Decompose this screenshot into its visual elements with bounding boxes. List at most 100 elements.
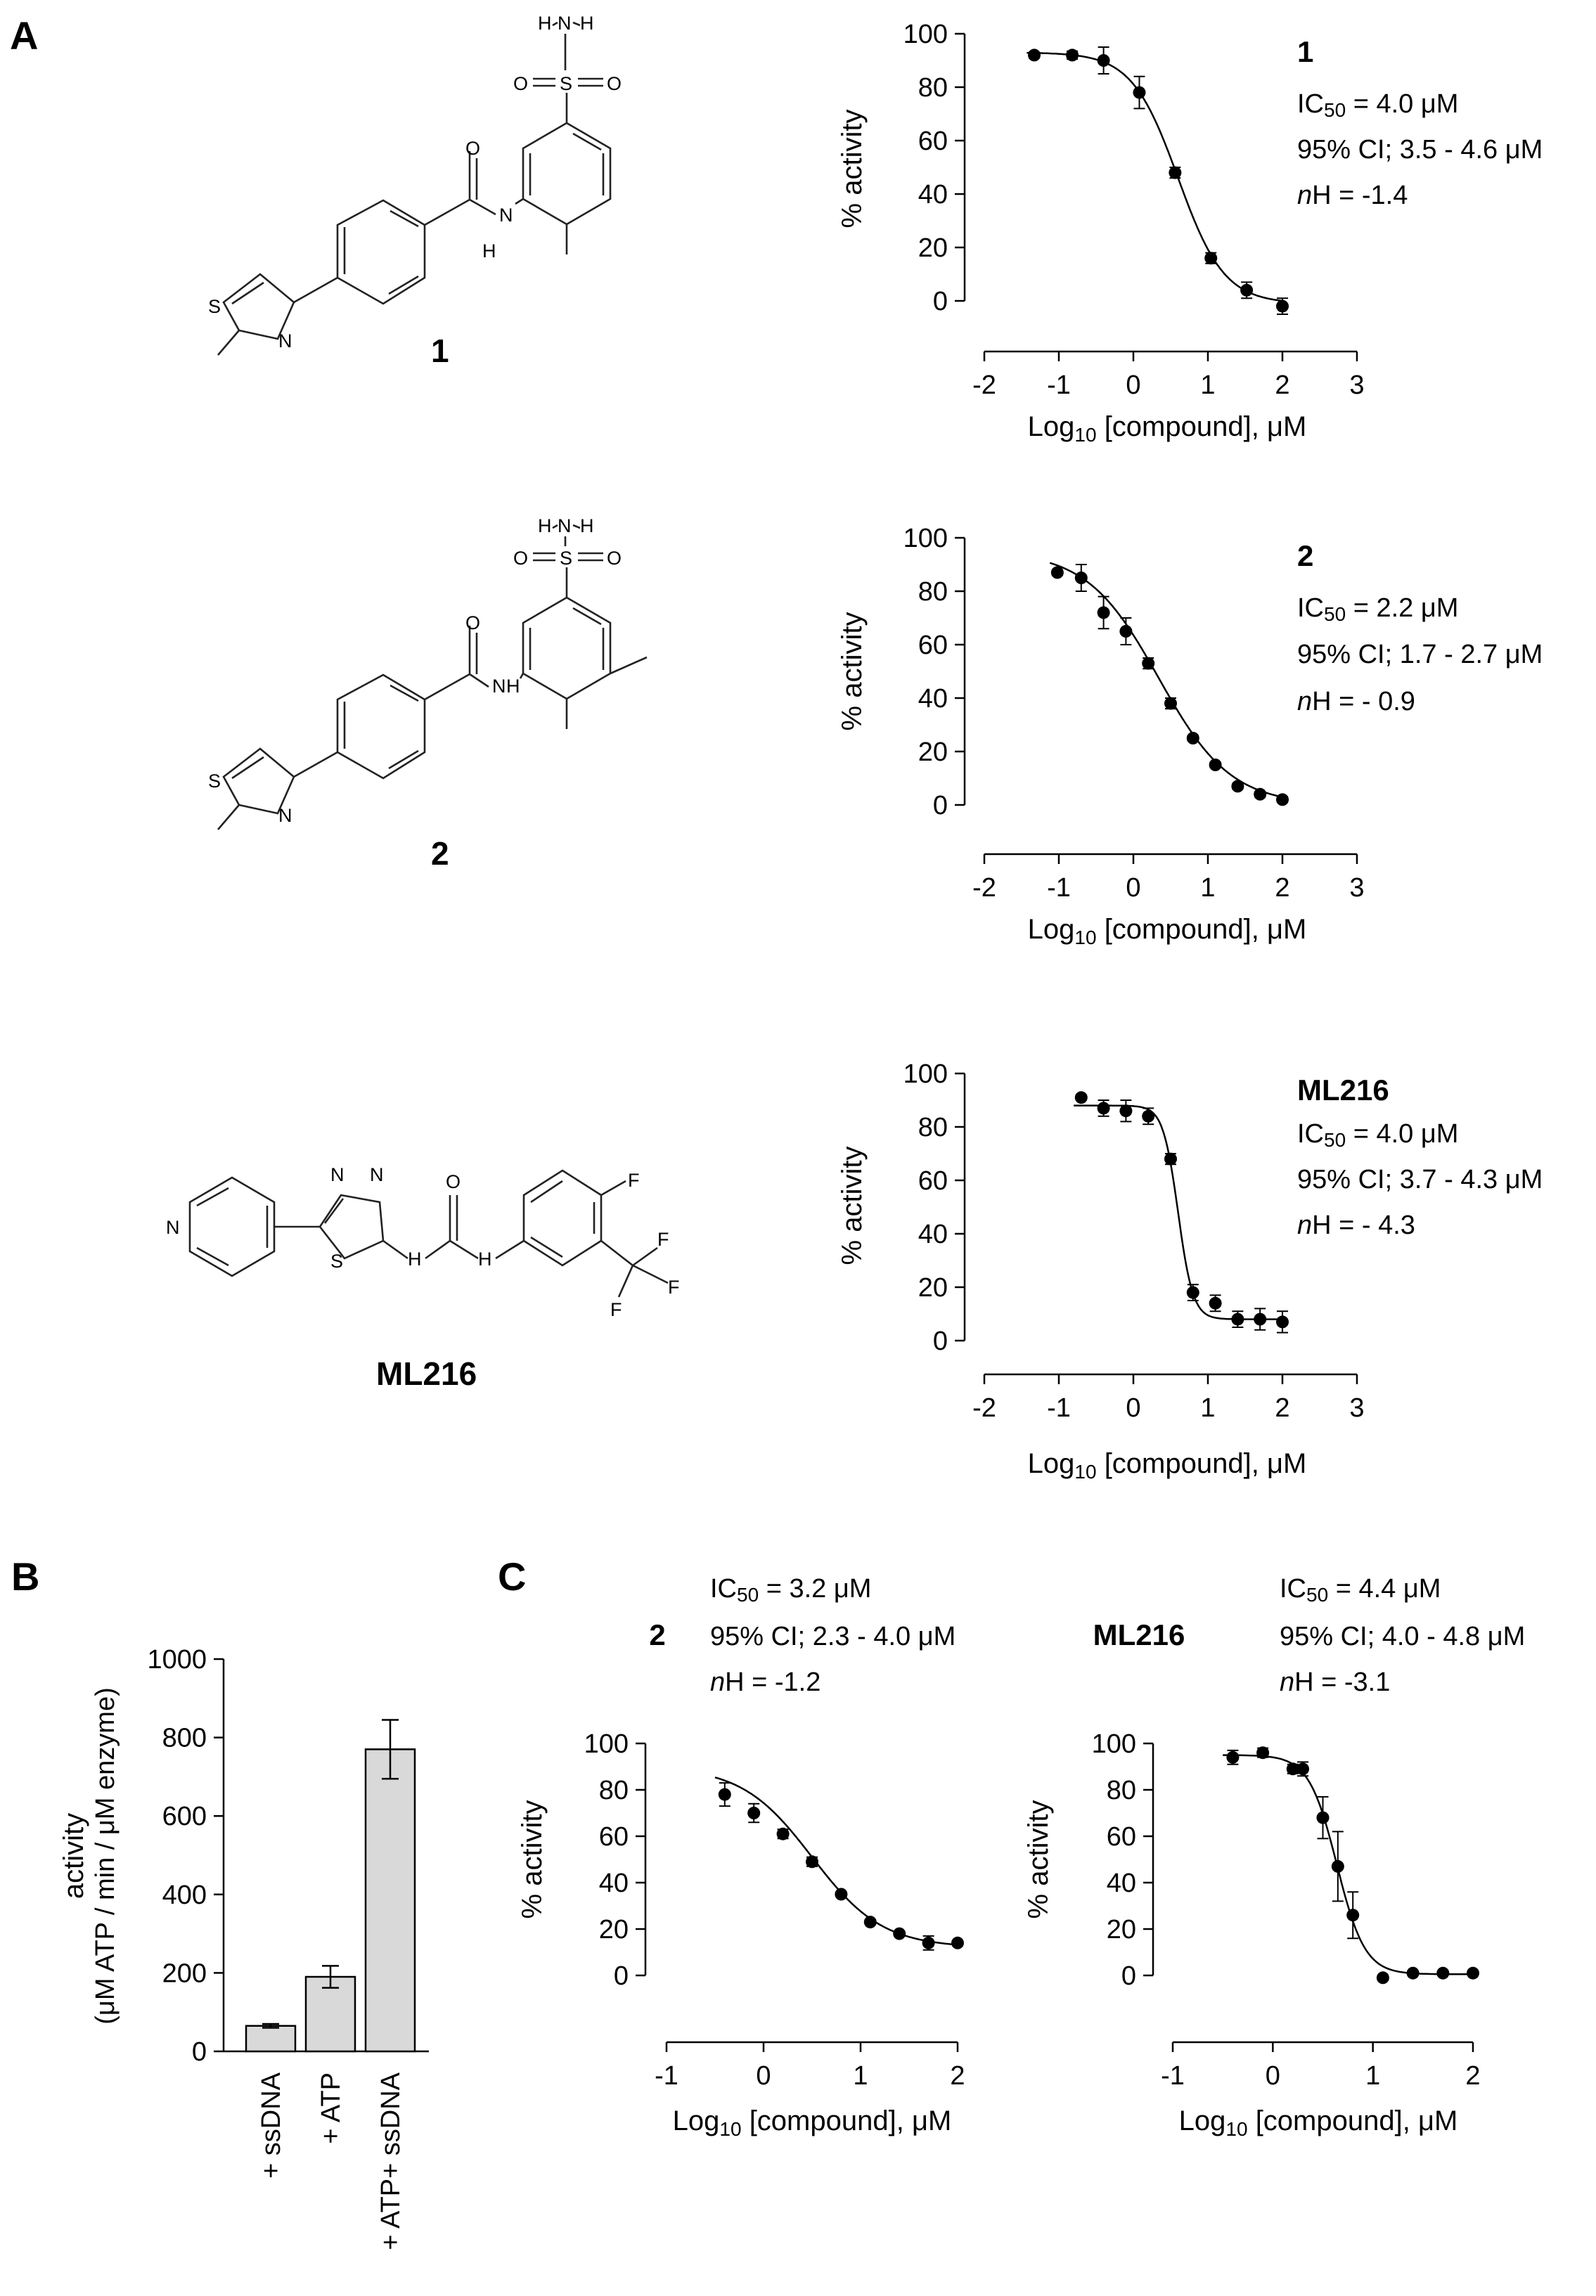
atom-o: O xyxy=(513,73,528,94)
data-point xyxy=(747,1807,761,1819)
chart-c1-compound-2: 0 20 40 60 80 100 -1 0 1 2 % activity Log10 [compou… xyxy=(517,1574,965,2140)
x-tick-label: 3 xyxy=(1349,370,1364,400)
x-axis-label: Log10 [compound], μM xyxy=(1028,1448,1307,1483)
y-tick-label: 100 xyxy=(903,20,948,49)
data-point xyxy=(1376,1971,1389,1985)
data-point xyxy=(835,1888,848,1901)
atom-n: N xyxy=(166,1217,180,1238)
ci-annotation: 95% CI; 3.7 - 4.3 μM xyxy=(1297,1165,1543,1194)
x-tick-label: 2 xyxy=(1465,2061,1480,2091)
chart-c2-compound-ml216: 0 20 40 60 80 100 -1 0 1 2 % activity Log10 [compou… xyxy=(1023,1574,1525,2140)
x-tick-label: 1 xyxy=(1365,2061,1380,2091)
y-tick-label: 0 xyxy=(192,2037,207,2067)
hill-n: n xyxy=(1297,687,1312,716)
data-point xyxy=(1074,1091,1088,1104)
atom-h: H xyxy=(538,13,552,34)
hill-value: H = -1.4 xyxy=(1312,181,1408,210)
atom-f: F xyxy=(628,1170,640,1191)
x-tick-label: -1 xyxy=(655,2061,678,2091)
ic50-prefix: IC xyxy=(1280,1574,1306,1604)
y-tick-label: 40 xyxy=(918,1220,948,1249)
y-tick-label: 60 xyxy=(918,1166,948,1196)
ic50-subscript: 50 xyxy=(1324,603,1346,625)
x-tick-label: 1 xyxy=(1200,370,1215,400)
x-axis-label-suffix: [compound], μM xyxy=(1097,914,1307,945)
data-point xyxy=(1226,1750,1240,1764)
data-point xyxy=(922,1936,935,1949)
data-point xyxy=(776,1827,790,1840)
x-axis-label-prefix: Log xyxy=(1028,914,1075,945)
ci-annotation: 95% CI; 4.0 - 4.8 μM xyxy=(1280,1622,1525,1651)
x-axis-label-suffix: [compound], μM xyxy=(1097,1448,1307,1479)
x-tick-label: 2 xyxy=(1275,370,1289,400)
atom-o: O xyxy=(446,1171,461,1192)
hill-n: n xyxy=(710,1668,725,1697)
x-tick-label: 0 xyxy=(1266,2061,1280,2091)
atom-n: N xyxy=(370,1164,384,1185)
x-tick-label: 0 xyxy=(1126,873,1140,903)
y-tick-label: 0 xyxy=(614,1961,629,1991)
x-tick-label: -1 xyxy=(1047,873,1071,903)
y-axis-label: % activity xyxy=(837,1147,868,1265)
atom-f: F xyxy=(668,1277,680,1298)
y-tick-label: 80 xyxy=(1107,1776,1136,1805)
x-axis-label: Log10 [compound], μM xyxy=(1028,411,1307,446)
y-tick-label: 400 xyxy=(162,1881,207,1910)
x-tick-label: -1 xyxy=(1161,2061,1185,2091)
atom-n: N xyxy=(558,13,572,34)
data-point xyxy=(1119,625,1133,638)
y-tick-label: 40 xyxy=(918,180,948,209)
x-axis-label: Log10 [compound], μM xyxy=(1028,914,1307,948)
y-tick-label: 80 xyxy=(918,73,948,103)
data-point xyxy=(1097,606,1110,619)
data-point xyxy=(1467,1966,1479,1980)
y-tick-label: 100 xyxy=(903,1059,948,1089)
ic50-value: = 4.4 μM xyxy=(1328,1574,1441,1604)
x-tick-label: 3 xyxy=(1349,1393,1364,1423)
data-point xyxy=(1276,793,1289,806)
atom-o: O xyxy=(513,548,528,569)
x-axis-label-prefix: Log xyxy=(1028,1448,1075,1479)
ic50-prefix: IC xyxy=(710,1574,737,1604)
data-point xyxy=(1256,1746,1270,1760)
category-label: + ATP+ ssDNA xyxy=(376,2072,406,2250)
atom-n: N xyxy=(492,676,506,697)
y-tick-label: 0 xyxy=(1121,1961,1136,1991)
data-point xyxy=(893,1927,906,1940)
data-point xyxy=(1186,1286,1199,1299)
fit-curve xyxy=(1049,562,1285,799)
y-tick-label: 20 xyxy=(1107,1915,1136,1944)
data-point xyxy=(1316,1811,1330,1824)
ic50-subscript: 50 xyxy=(1306,1584,1328,1606)
hill-n: n xyxy=(1297,181,1312,210)
data-point xyxy=(1050,566,1064,579)
y-tick-label: 20 xyxy=(599,1915,629,1944)
hill-value: H = -1.2 xyxy=(725,1668,820,1697)
data-point xyxy=(1296,1762,1310,1776)
data-point xyxy=(1406,1966,1420,1980)
x-tick-label: 1 xyxy=(853,2061,868,2091)
data-point xyxy=(1276,299,1289,313)
ic50-annotation: IC50 = 2.2 μM xyxy=(1297,593,1458,625)
chart-title: ML216 xyxy=(1297,1073,1389,1107)
structure-compound-2: H N H S O O N H O S N 2 xyxy=(208,515,648,872)
data-point xyxy=(1097,1102,1110,1115)
data-point xyxy=(1231,1313,1244,1326)
atom-f: F xyxy=(610,1299,622,1320)
atom-s: S xyxy=(330,1251,343,1272)
x-tick-label: 1 xyxy=(1200,873,1215,903)
atom-n: N xyxy=(499,205,513,226)
chart-title: 2 xyxy=(1297,539,1313,572)
y-tick-label: 60 xyxy=(1107,1822,1136,1852)
x-axis-label-prefix: Log xyxy=(1028,411,1075,442)
atom-h: H xyxy=(538,515,552,536)
hill-annotation: nH = -3.1 xyxy=(1280,1668,1390,1697)
hill-n: n xyxy=(1297,1211,1312,1240)
bar xyxy=(304,1975,356,2053)
y-tick-label: 100 xyxy=(903,524,948,553)
chart-title: ML216 xyxy=(1093,1618,1185,1651)
fit-curve xyxy=(1074,1104,1285,1320)
x-axis-label-prefix: Log xyxy=(1179,2105,1226,2136)
data-point xyxy=(1346,1909,1360,1922)
hill-value: H = - 4.3 xyxy=(1312,1211,1415,1240)
